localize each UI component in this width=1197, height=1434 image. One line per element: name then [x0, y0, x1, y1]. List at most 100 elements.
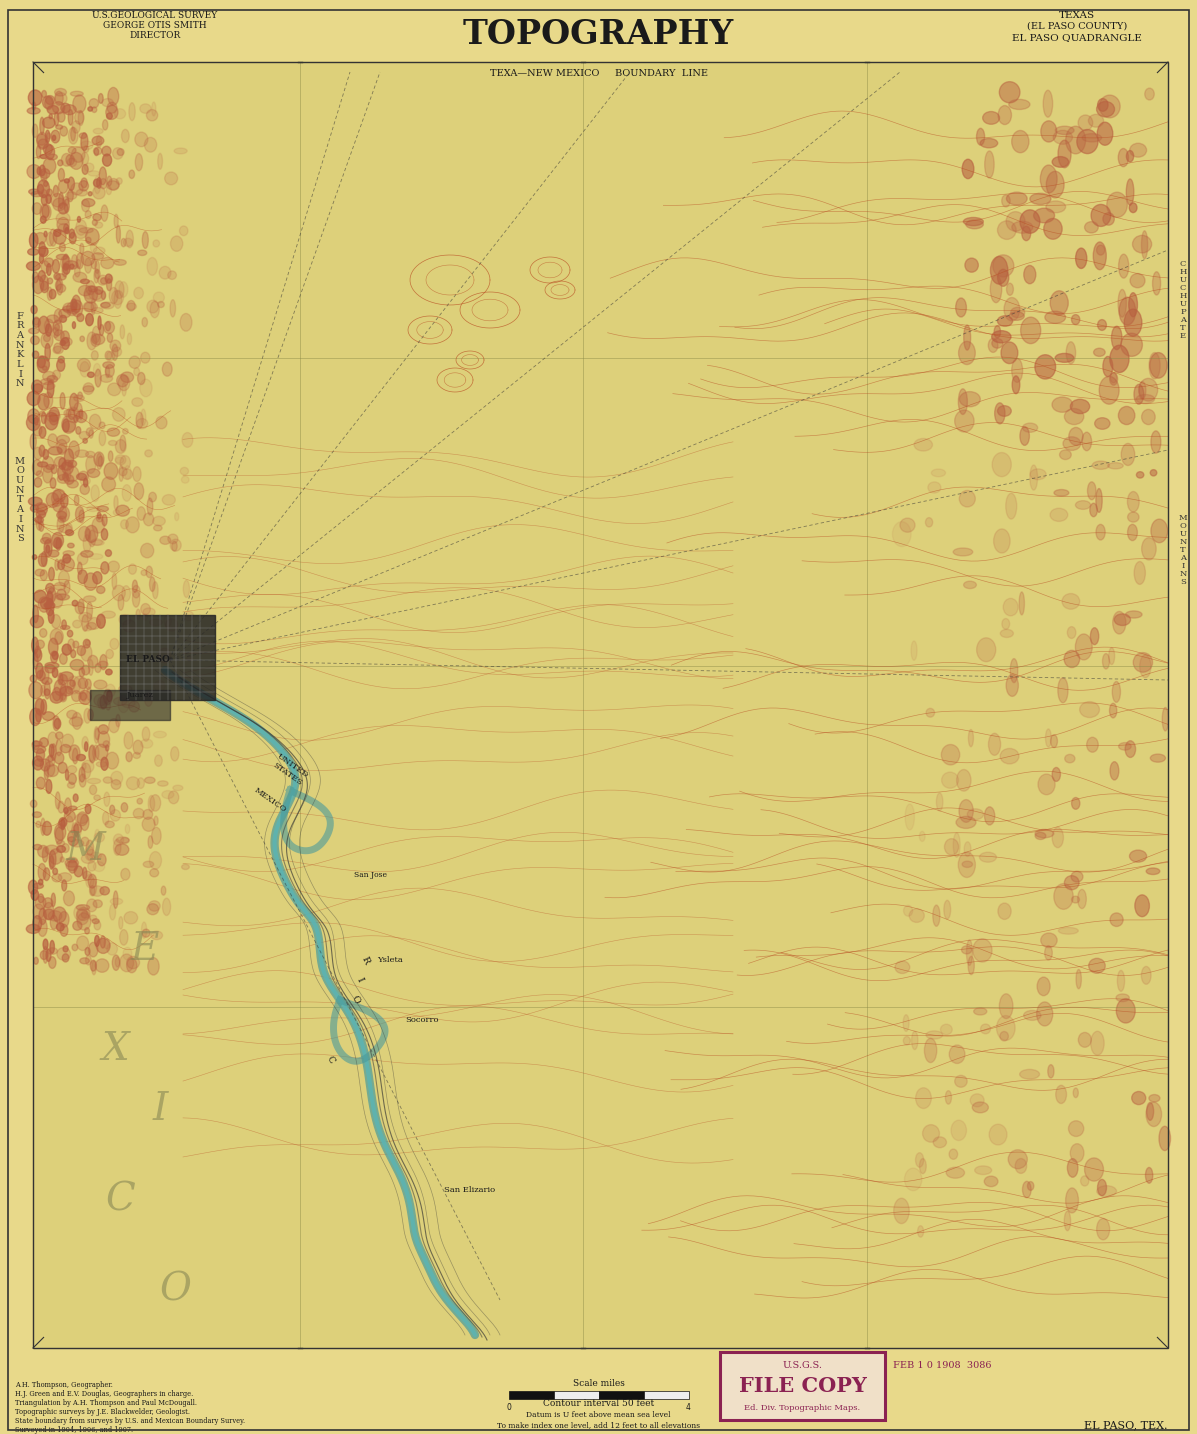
Ellipse shape	[43, 158, 56, 174]
Ellipse shape	[995, 326, 1001, 338]
Ellipse shape	[165, 172, 177, 185]
Ellipse shape	[40, 628, 47, 637]
Ellipse shape	[81, 763, 91, 779]
Ellipse shape	[102, 99, 114, 106]
Text: EL PASO QUADRANGLE: EL PASO QUADRANGLE	[1011, 33, 1142, 43]
Ellipse shape	[1089, 503, 1098, 516]
Ellipse shape	[26, 925, 41, 934]
Ellipse shape	[38, 317, 49, 334]
Ellipse shape	[926, 1031, 943, 1040]
Ellipse shape	[1059, 450, 1071, 459]
Ellipse shape	[135, 132, 148, 146]
Ellipse shape	[61, 462, 72, 470]
Ellipse shape	[93, 179, 101, 186]
Ellipse shape	[108, 561, 120, 572]
Ellipse shape	[894, 1199, 910, 1223]
Ellipse shape	[57, 948, 71, 961]
Ellipse shape	[1090, 205, 1111, 227]
Ellipse shape	[983, 112, 999, 125]
Ellipse shape	[163, 898, 171, 915]
Ellipse shape	[43, 868, 50, 880]
Ellipse shape	[182, 433, 193, 447]
Ellipse shape	[1034, 208, 1055, 222]
Ellipse shape	[51, 465, 57, 473]
Ellipse shape	[1064, 409, 1083, 424]
Ellipse shape	[1023, 265, 1035, 284]
Ellipse shape	[102, 611, 115, 618]
Ellipse shape	[966, 939, 972, 965]
Ellipse shape	[86, 840, 93, 855]
Ellipse shape	[101, 757, 108, 770]
Ellipse shape	[59, 202, 68, 214]
Ellipse shape	[87, 779, 101, 784]
Ellipse shape	[121, 803, 128, 812]
Ellipse shape	[895, 961, 910, 974]
Ellipse shape	[1071, 797, 1080, 809]
Ellipse shape	[1047, 1064, 1055, 1078]
Ellipse shape	[31, 380, 43, 394]
Ellipse shape	[93, 794, 101, 800]
Ellipse shape	[68, 440, 79, 459]
Ellipse shape	[138, 373, 145, 384]
Ellipse shape	[73, 95, 86, 113]
Text: EL PASO: EL PASO	[126, 655, 170, 664]
Ellipse shape	[1046, 171, 1064, 198]
Ellipse shape	[1070, 1144, 1084, 1163]
Ellipse shape	[1078, 115, 1093, 130]
Ellipse shape	[1058, 141, 1071, 168]
Ellipse shape	[142, 727, 150, 741]
Ellipse shape	[60, 673, 73, 681]
Ellipse shape	[141, 569, 147, 575]
Text: San Jose: San Jose	[353, 870, 387, 879]
Ellipse shape	[57, 466, 66, 480]
Ellipse shape	[1080, 701, 1100, 717]
Ellipse shape	[55, 792, 60, 809]
Ellipse shape	[1130, 274, 1146, 288]
Ellipse shape	[1090, 628, 1099, 645]
Ellipse shape	[66, 860, 78, 870]
Ellipse shape	[85, 640, 90, 645]
Ellipse shape	[1136, 394, 1155, 403]
Ellipse shape	[77, 314, 84, 321]
Ellipse shape	[170, 237, 183, 251]
Ellipse shape	[142, 317, 147, 327]
Text: X: X	[102, 1031, 129, 1068]
Ellipse shape	[55, 827, 63, 845]
Ellipse shape	[1040, 165, 1057, 194]
Ellipse shape	[923, 1124, 940, 1143]
Ellipse shape	[91, 298, 96, 314]
Ellipse shape	[92, 219, 97, 225]
Ellipse shape	[90, 784, 97, 794]
Ellipse shape	[183, 581, 189, 598]
Ellipse shape	[62, 460, 73, 475]
Ellipse shape	[1075, 634, 1092, 660]
Ellipse shape	[56, 840, 65, 846]
Ellipse shape	[1098, 320, 1106, 330]
Ellipse shape	[41, 171, 47, 182]
Ellipse shape	[85, 163, 93, 172]
Ellipse shape	[87, 371, 95, 377]
Ellipse shape	[114, 511, 120, 515]
Ellipse shape	[59, 168, 65, 182]
Ellipse shape	[63, 410, 71, 417]
Ellipse shape	[153, 293, 164, 303]
Ellipse shape	[90, 915, 97, 921]
Ellipse shape	[1118, 743, 1131, 750]
Ellipse shape	[119, 281, 128, 297]
Ellipse shape	[69, 229, 74, 238]
Ellipse shape	[105, 321, 110, 331]
Ellipse shape	[1067, 341, 1076, 364]
Ellipse shape	[68, 773, 77, 784]
Ellipse shape	[960, 391, 980, 407]
Ellipse shape	[129, 171, 134, 178]
Ellipse shape	[1117, 971, 1125, 991]
Ellipse shape	[1120, 333, 1142, 357]
Ellipse shape	[79, 432, 90, 439]
Ellipse shape	[55, 93, 67, 105]
Ellipse shape	[65, 859, 79, 868]
Ellipse shape	[65, 581, 69, 594]
Ellipse shape	[1011, 221, 1033, 234]
Ellipse shape	[955, 1076, 967, 1087]
Ellipse shape	[158, 301, 164, 307]
Text: I: I	[356, 977, 365, 984]
